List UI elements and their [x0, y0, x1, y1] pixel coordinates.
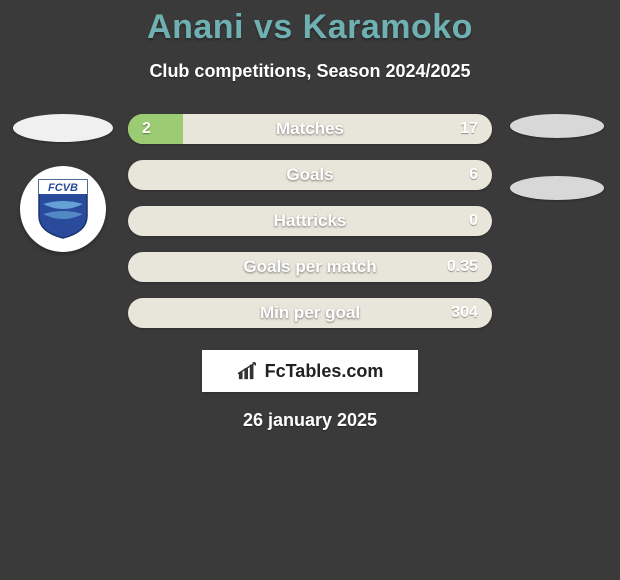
bar-label: Matches [276, 119, 344, 139]
page-title: Anani vs Karamoko [0, 0, 620, 47]
bar-label: Min per goal [260, 303, 360, 323]
main-row: FCVB Matches 2 17 Goals 6 Hattricks 0 Goals per… [0, 114, 620, 328]
subtitle: Club competitions, Season 2024/2025 [0, 61, 620, 82]
stat-bar: Goals 6 [128, 160, 492, 190]
left-side: FCVB [8, 114, 118, 252]
bar-value-right: 0.35 [447, 258, 478, 276]
footer-brand: FcTables.com [202, 350, 418, 392]
stat-bar: Matches 2 17 [128, 114, 492, 144]
bar-value-right: 6 [469, 166, 478, 184]
bar-value-right: 0 [469, 212, 478, 230]
date-text: 26 january 2025 [0, 410, 620, 431]
bar-chart-icon [237, 361, 259, 381]
bar-label: Goals [286, 165, 333, 185]
bar-label: Hattricks [274, 211, 347, 231]
stat-bar: Goals per match 0.35 [128, 252, 492, 282]
bar-value-right: 17 [460, 120, 478, 138]
svg-text:FCVB: FCVB [48, 182, 78, 194]
root-container: Anani vs Karamoko Club competitions, Sea… [0, 0, 620, 580]
player-placeholder-right [510, 176, 604, 200]
player-placeholder-left [13, 114, 113, 142]
bar-value-right: 304 [451, 304, 478, 322]
footer-brand-text: FcTables.com [265, 361, 384, 382]
shield-icon: FCVB [35, 178, 91, 240]
bar-value-left: 2 [142, 120, 151, 138]
bars-container: Matches 2 17 Goals 6 Hattricks 0 Goals per matc… [118, 114, 502, 328]
bar-fill-left [128, 114, 183, 144]
bar-label: Goals per match [243, 257, 376, 277]
stat-bar: Hattricks 0 [128, 206, 492, 236]
player-placeholder-right [510, 114, 604, 138]
club-badge-left: FCVB [20, 166, 106, 252]
stat-bar: Min per goal 304 [128, 298, 492, 328]
right-side [502, 114, 612, 200]
